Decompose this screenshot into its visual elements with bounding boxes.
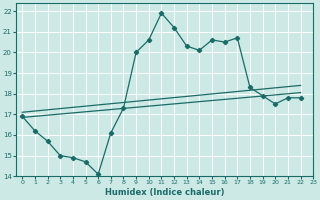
- X-axis label: Humidex (Indice chaleur): Humidex (Indice chaleur): [105, 188, 224, 197]
